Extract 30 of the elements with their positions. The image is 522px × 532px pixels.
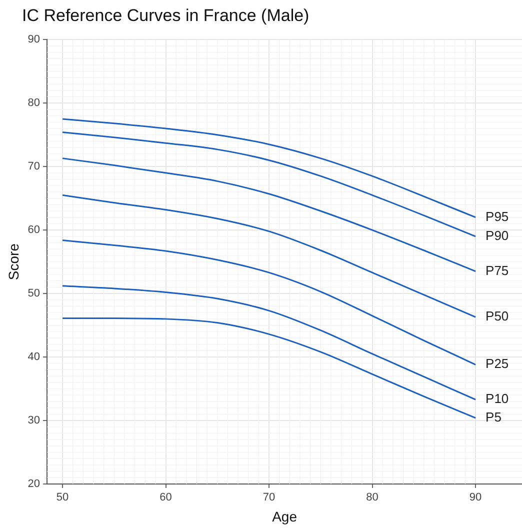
line-series xyxy=(62,118,476,218)
y-tick-label: 20 xyxy=(28,478,40,490)
x-tick-label: 70 xyxy=(262,492,276,504)
y-tick-label: 50 xyxy=(28,288,40,300)
x-tick-label: 50 xyxy=(56,492,69,504)
y-tick-label: 30 xyxy=(28,414,40,427)
line-series xyxy=(62,158,476,272)
x-axis-title: Age xyxy=(272,508,298,524)
y-tick-label: 90 xyxy=(28,34,40,46)
y-axis-title: Score xyxy=(5,243,22,280)
series-label: P10 xyxy=(486,391,509,406)
series-label: P90 xyxy=(486,228,509,243)
series-label: P25 xyxy=(486,356,509,372)
x-tick-label: 60 xyxy=(160,492,172,504)
x-tick-label: 90 xyxy=(469,492,482,504)
series-label: P50 xyxy=(486,308,509,324)
series-label: P5 xyxy=(486,410,502,425)
line-series xyxy=(62,318,476,419)
y-tick-label: 60 xyxy=(28,224,40,236)
y-tick-label: 40 xyxy=(28,351,40,364)
y-tick-label: 70 xyxy=(28,160,40,173)
y-tick-label: 80 xyxy=(28,97,40,110)
chart-title: IC Reference Curves in France (Male) xyxy=(22,6,310,26)
line-series xyxy=(62,285,476,400)
x-tick-label: 80 xyxy=(366,492,378,504)
series-label: P95 xyxy=(486,208,509,224)
series-label: P75 xyxy=(486,262,509,278)
line-series xyxy=(62,194,476,318)
line-series xyxy=(62,239,476,366)
line-series xyxy=(62,132,476,238)
